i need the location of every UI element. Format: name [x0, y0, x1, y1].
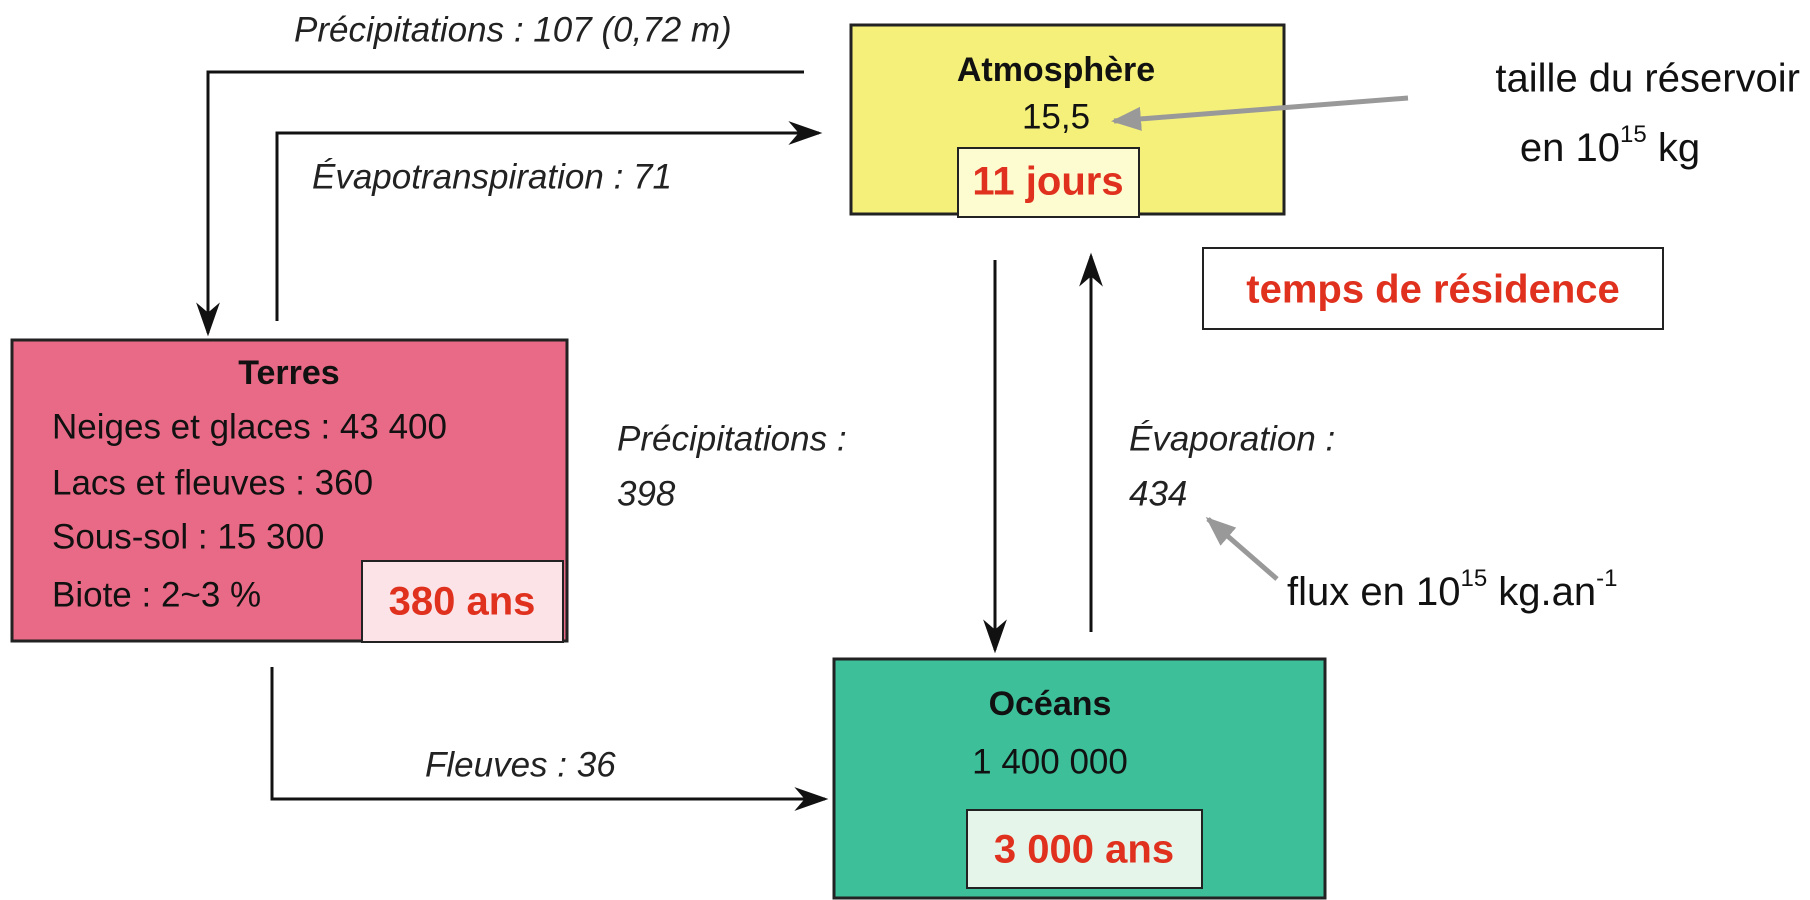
node-value: 15,5: [1022, 97, 1090, 136]
pointer-arrow: [1205, 517, 1279, 581]
residence-box: [966, 809, 1203, 889]
node-line: Lacs et fleuves : 360: [52, 463, 373, 502]
node-line: Sous-sol : 15 300: [52, 517, 324, 556]
flow-arrow: [270, 667, 829, 811]
flow-arrow: [196, 70, 804, 337]
legend-flux: flux en 1015 kg.an-1: [1287, 565, 1617, 613]
text-part: flux en 10: [1287, 570, 1460, 614]
flow-label: Précipitations : 107 (0,72 m): [294, 10, 732, 49]
residence-box: [361, 560, 564, 643]
node-title: Océans: [989, 685, 1112, 723]
residence-box: [957, 147, 1140, 218]
node-value: 1 400 000: [972, 742, 1128, 781]
superscript: -1: [1596, 565, 1617, 592]
legend-box: [1202, 247, 1664, 330]
node-line: Neiges et glaces : 43 400: [52, 407, 447, 446]
pointer-arrow: [1111, 95, 1409, 131]
flow-label: Fleuves : 36: [425, 745, 616, 784]
flow-arrow: [275, 121, 823, 321]
residence-time: 3 000 ans: [994, 828, 1174, 872]
node-title: Terres: [238, 354, 339, 392]
residence-time: 380 ans: [389, 580, 536, 624]
superscript: 15: [1460, 565, 1487, 592]
node-title: Atmosphère: [957, 51, 1155, 89]
legend-residence: temps de résidence: [1246, 268, 1620, 312]
residence-time: 11 jours: [972, 160, 1123, 204]
flow-label: Précipitations :: [617, 419, 847, 458]
legend-reservoir-unit: en 1015 kg: [1520, 121, 1700, 169]
flow-label: 434: [1129, 474, 1187, 513]
flow-label: 398: [617, 474, 676, 513]
text-part: kg: [1647, 126, 1700, 170]
flow-label: Évapotranspiration : 71: [312, 157, 672, 196]
superscript: 15: [1620, 121, 1647, 148]
text-part: en 10: [1520, 126, 1620, 170]
node-line: Biote : 2~3 %: [52, 575, 261, 614]
text-part: kg.an: [1487, 570, 1596, 614]
legend-reservoir: taille du réservoir: [1495, 57, 1800, 101]
flow-label: Évaporation :: [1129, 419, 1335, 458]
